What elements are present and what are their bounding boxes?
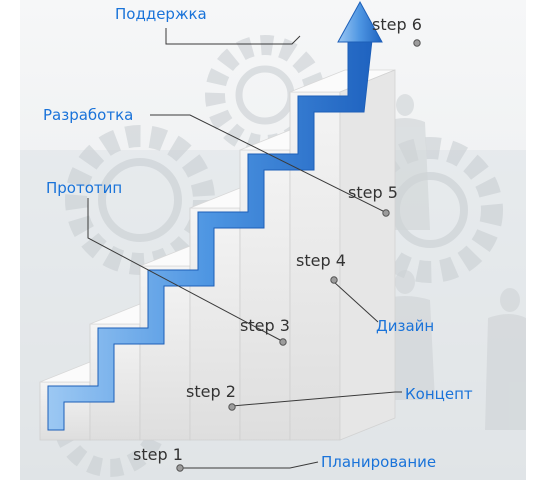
phase-label-development: Разработка bbox=[43, 106, 133, 124]
arrow-head bbox=[337, 0, 383, 43]
leader-line-step-4 bbox=[333, 281, 379, 323]
step-3-label: step 3 bbox=[240, 316, 290, 335]
step-1-marker bbox=[176, 464, 184, 472]
stair-side bbox=[339, 69, 396, 441]
step-4-label: step 4 bbox=[296, 251, 346, 270]
leader-line-step-6 bbox=[165, 28, 301, 45]
growth-arrow bbox=[47, 0, 383, 431]
phase-label-design: Дизайн bbox=[376, 317, 434, 335]
step-4-marker bbox=[330, 276, 338, 284]
phase-label-planning: Планирование bbox=[321, 453, 436, 471]
phase-label-support: Поддержка bbox=[115, 5, 207, 23]
phase-label-concept: Концепт bbox=[405, 385, 473, 403]
leader-line-step-1 bbox=[180, 461, 319, 469]
step-1-label: step 1 bbox=[133, 445, 183, 464]
leader-line-step-5 bbox=[150, 114, 386, 213]
leader-line-step-2 bbox=[231, 391, 402, 407]
phase-label-prototype: Прототип bbox=[46, 179, 122, 197]
step-5-marker bbox=[382, 209, 390, 217]
step-markers bbox=[176, 39, 421, 472]
step-labels: step 6 step 5 step 4 step 3 step 2 step … bbox=[133, 15, 422, 464]
phase-labels: Поддержка Разработка Прототип Дизайн Кон… bbox=[43, 5, 473, 471]
leader-line-step-3 bbox=[87, 198, 283, 342]
step-6-label: step 6 bbox=[372, 15, 422, 34]
step-5-label: step 5 bbox=[348, 183, 398, 202]
step-2-label: step 2 bbox=[186, 382, 236, 401]
step-6-marker bbox=[413, 39, 421, 47]
gear-icon bbox=[65, 125, 215, 275]
step-2-marker bbox=[228, 403, 236, 411]
leader-lines bbox=[87, 28, 402, 469]
step-3-marker bbox=[279, 338, 287, 346]
